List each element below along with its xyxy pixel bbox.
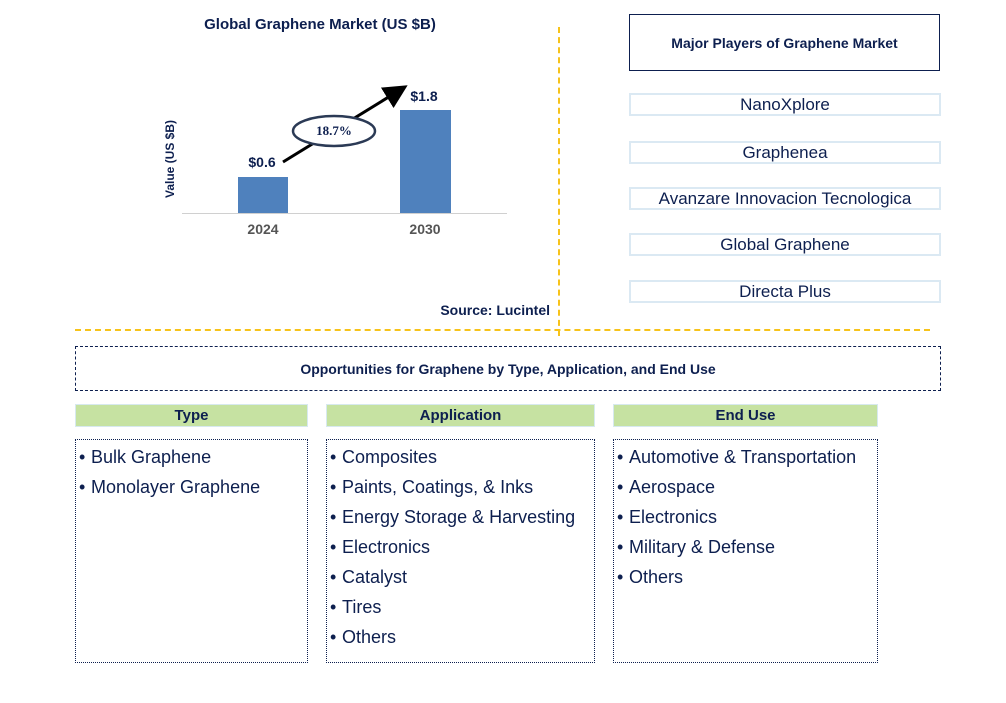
list-item: • Monolayer Graphene <box>79 472 307 502</box>
bullet-icon: • <box>330 567 337 587</box>
list-item: • Paints, Coatings, & Inks <box>330 472 594 502</box>
bar-value-2030: $1.8 <box>410 88 438 104</box>
list-item: • Aerospace <box>617 472 877 502</box>
bullet-icon: • <box>330 447 337 467</box>
bullet-icon: • <box>617 447 624 467</box>
application-list: • Composites • Paints, Coatings, & Inks • E… <box>326 439 595 663</box>
header-type: Type <box>75 404 308 427</box>
list-item: • Tires <box>330 592 594 622</box>
bullet-icon: • <box>79 447 86 467</box>
bullet-icon: • <box>330 597 337 617</box>
vertical-divider <box>558 27 560 336</box>
x-tick-2030: 2030 <box>409 221 441 237</box>
list-item: • Energy Storage & Harvesting <box>330 502 594 532</box>
bar-value-2024: $0.6 <box>248 154 276 170</box>
players-title: Major Players of Graphene Market <box>629 14 940 71</box>
list-item: • Military & Defense <box>617 532 877 562</box>
bullet-icon: • <box>617 537 624 557</box>
bullet-icon: • <box>617 477 624 497</box>
bullet-icon: • <box>617 567 624 587</box>
player-nanoxplore: NanoXplore <box>629 93 941 116</box>
type-list: • Bulk Graphene • Monolayer Graphene <box>75 439 308 663</box>
player-graphenea: Graphenea <box>629 141 941 164</box>
bullet-icon: • <box>330 477 337 497</box>
player-avanzare: Avanzare Innovacion Tecnologica <box>629 187 941 210</box>
list-item: • Electronics <box>617 502 877 532</box>
x-axis-baseline <box>182 213 507 214</box>
header-application: Application <box>326 404 595 427</box>
list-item: • Electronics <box>330 532 594 562</box>
list-item: • Composites <box>330 442 594 472</box>
cagr-ellipse <box>291 114 377 148</box>
bullet-icon: • <box>79 477 86 497</box>
bullet-icon: • <box>330 537 337 557</box>
bullet-icon: • <box>330 507 337 527</box>
cagr-arrow-graphic <box>282 85 408 164</box>
bullet-icon: • <box>330 627 337 647</box>
player-global-graphene: Global Graphene <box>629 233 941 256</box>
x-tick-2024: 2024 <box>247 221 279 237</box>
chart-title: Global Graphene Market (US $B) <box>204 16 436 33</box>
cagr-label: 18.7% <box>316 123 352 138</box>
list-item: • Automotive & Transportation <box>617 442 877 472</box>
bar-2030 <box>400 110 451 213</box>
end-use-list: • Automotive & Transportation • Aerospace … <box>613 439 878 663</box>
player-directa-plus: Directa Plus <box>629 280 941 303</box>
list-item: • Catalyst <box>330 562 594 592</box>
bar-2024 <box>238 177 288 213</box>
bullet-icon: • <box>617 507 624 527</box>
opportunities-title: Opportunities for Graphene by Type, Appl… <box>75 346 941 391</box>
list-item: • Others <box>330 622 594 652</box>
header-end-use: End Use <box>613 404 878 427</box>
source-label: Source: Lucintel <box>440 302 550 318</box>
list-item: • Bulk Graphene <box>79 442 307 472</box>
horizontal-divider <box>75 329 930 331</box>
list-item: • Others <box>617 562 877 592</box>
